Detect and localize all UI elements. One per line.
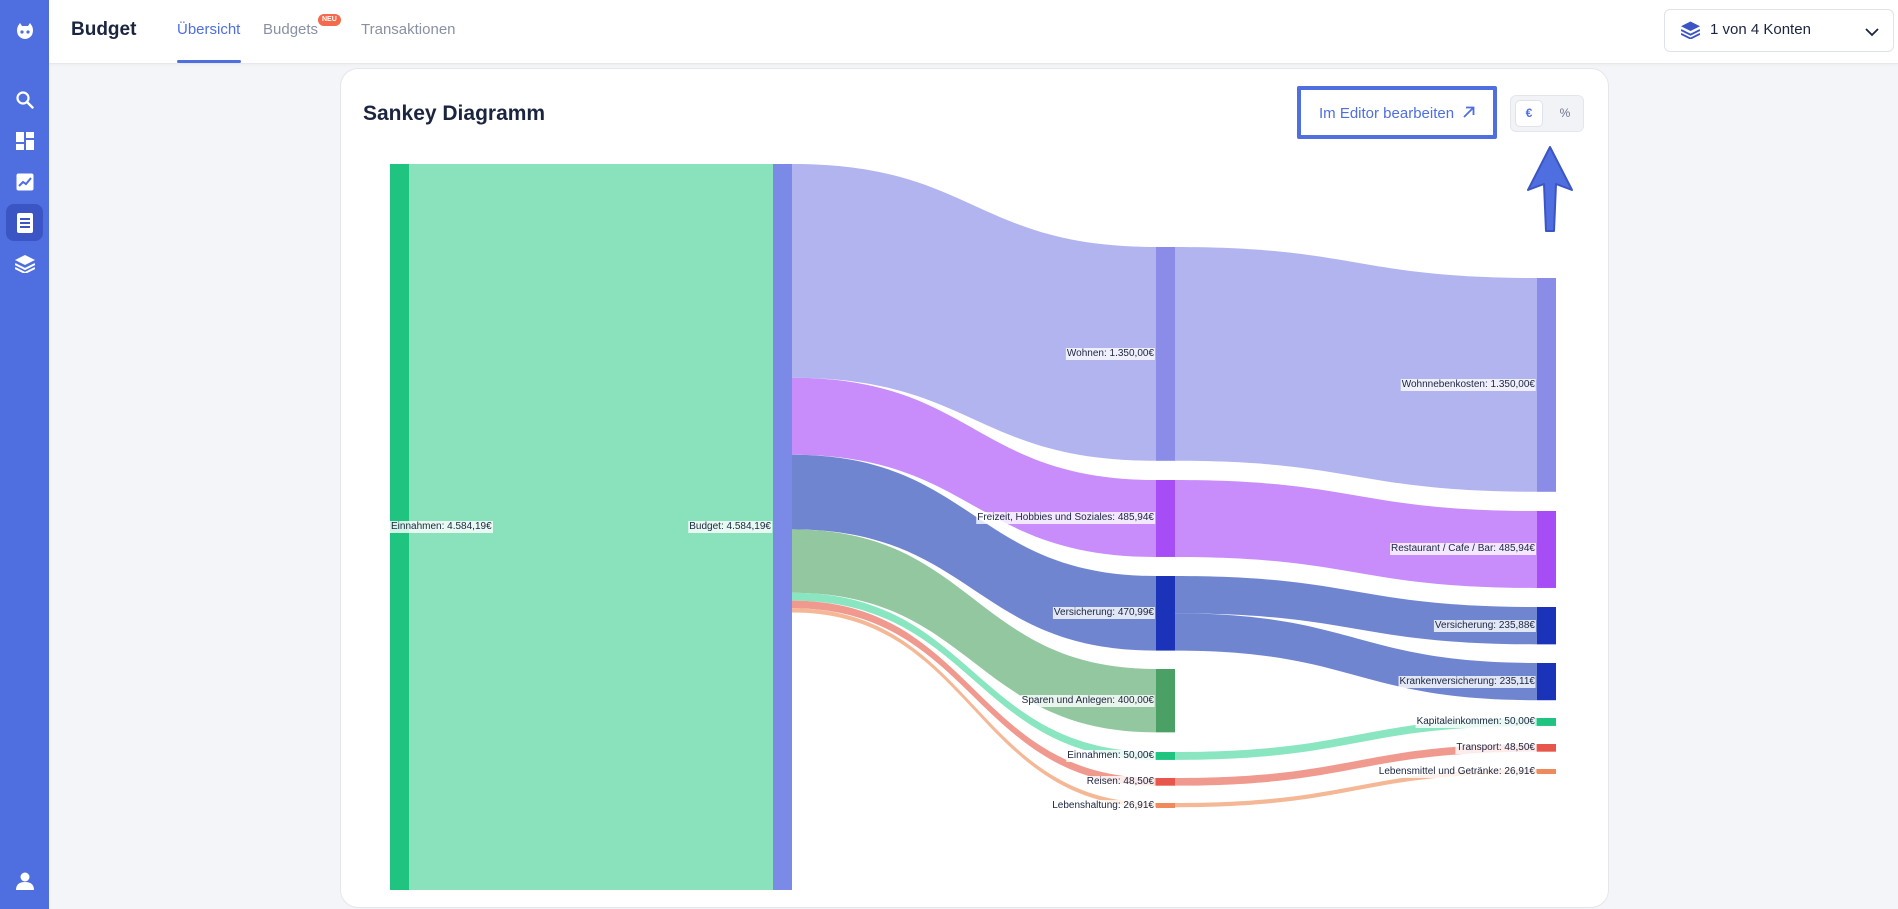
sankey-link-lebenshaltung-lebensmittel[interactable] [1175, 769, 1537, 808]
sankey-label-transport: Transport: 48,50€ [1455, 741, 1536, 754]
edit-in-editor-button[interactable]: Im Editor bearbeiten [1297, 86, 1497, 139]
active-tab-indicator [177, 60, 241, 63]
sankey-node-freizeit[interactable] [1156, 480, 1175, 557]
sankey-label-lebenshaltung: Lebenshaltung: 26,91€ [1051, 799, 1155, 812]
sankey-node-sparen[interactable] [1156, 669, 1175, 733]
sankey-label-einnahmen2: Einnahmen: 50,00€ [1066, 749, 1155, 762]
unit-toggle: € % [1510, 95, 1584, 132]
sankey-label-reisen: Reisen: 48,50€ [1085, 775, 1155, 788]
layers-icon[interactable] [6, 245, 43, 282]
sankey-label-versicherung2: Versicherung: 235,88€ [1433, 619, 1536, 632]
sankey-link-budget-einnahmen2[interactable] [792, 592, 1156, 760]
sankey-label-freizeit: Freizeit, Hobbies und Soziales: 485,94€ [976, 512, 1155, 525]
sankey-label-restaurant: Restaurant / Cafe / Bar: 485,94€ [1390, 543, 1536, 556]
tab-uebersicht[interactable]: Übersicht [177, 21, 241, 38]
sankey-label-kapitaleinkommen: Kapitaleinkommen: 50,00€ [1415, 715, 1536, 728]
tab-budgets[interactable]: Budgets [263, 21, 319, 38]
unit-euro-button[interactable]: € [1515, 100, 1543, 127]
new-badge: NEU [318, 14, 341, 26]
sankey-node-lebenshaltung[interactable] [1156, 803, 1175, 808]
sankey-link-budget-versicherung[interactable] [792, 454, 1156, 651]
sankey-label-wohnnebenkosten: Wohnnebenkosten: 1.350,00€ [1400, 378, 1536, 391]
sankey-link-einnahmen-budget[interactable] [409, 164, 773, 890]
sankey-label-sparen: Sparen und Anlegen: 400,00€ [1020, 694, 1155, 707]
top-bar: Budget Übersicht Budgets NEU Transaktion… [49, 0, 1898, 64]
sankey-link-wohnen-wohnnebenkosten[interactable] [1175, 247, 1537, 492]
external-link-icon [1463, 105, 1475, 123]
sankey-link-reisen-transport[interactable] [1175, 744, 1537, 786]
sankey-label-lebensmittel: Lebensmittel und Getränke: 26,91€ [1377, 765, 1536, 778]
chart-icon[interactable] [6, 163, 43, 200]
search-icon[interactable] [6, 81, 43, 118]
sankey-link-budget-wohnen[interactable] [792, 164, 1156, 461]
sankey-node-wohnnebenkosten[interactable] [1537, 278, 1556, 492]
sankey-label-krankenversicherung: Krankenversicherung: 235,11€ [1398, 675, 1536, 688]
sankey-link-freizeit-restaurant[interactable] [1175, 480, 1537, 588]
sankey-label-versicherung: Versicherung: 470,99€ [1052, 607, 1155, 620]
chevron-down-icon [1865, 24, 1879, 42]
user-icon[interactable] [6, 862, 43, 899]
sankey-node-transport[interactable] [1537, 744, 1556, 752]
dashboard-icon[interactable] [6, 122, 43, 159]
app-title: Budget [71, 19, 137, 40]
sankey-node-restaurant[interactable] [1537, 511, 1556, 588]
sankey-node-wohnen[interactable] [1156, 247, 1175, 461]
sankey-node-kapitaleinkommen[interactable] [1537, 718, 1556, 726]
account-selector-label: 1 von 4 Konten [1710, 21, 1811, 38]
sankey-link-budget-sparen[interactable] [792, 529, 1156, 733]
sankey-link-einnahmen2-kapitaleinkommen[interactable] [1175, 718, 1537, 760]
sankey-node-versicherung[interactable] [1156, 576, 1175, 651]
sankey-node-krankenversicherung[interactable] [1537, 663, 1556, 701]
logo-icon[interactable] [6, 12, 43, 49]
document-icon[interactable] [6, 204, 43, 241]
card-title: Sankey Diagramm [363, 102, 546, 125]
tab-transaktionen[interactable]: Transaktionen [361, 21, 456, 38]
sankey-link-budget-freizeit[interactable] [792, 377, 1156, 557]
annotation-arrow-icon [1525, 145, 1575, 238]
sankey-node-budget[interactable] [773, 164, 792, 890]
sankey-node-einnahmen2[interactable] [1156, 752, 1175, 760]
sankey-node-versicherung2[interactable] [1537, 607, 1556, 645]
sankey-label-wohnen: Wohnen: 1.350,00€ [1065, 347, 1155, 360]
account-selector[interactable]: 1 von 4 Konten [1664, 9, 1894, 52]
sankey-link-budget-lebenshaltung[interactable] [792, 608, 1156, 808]
sankey-node-lebensmittel[interactable] [1537, 769, 1556, 774]
edit-in-editor-label: Im Editor bearbeiten [1319, 105, 1455, 122]
sankey-label-einnahmen: Einnahmen: 4.584,19€ [390, 521, 493, 533]
sankey-link-budget-reisen[interactable] [792, 600, 1156, 786]
layers-icon [1680, 21, 1701, 44]
sankey-node-reisen[interactable] [1156, 778, 1175, 786]
sidebar [0, 0, 49, 909]
unit-percent-button[interactable]: % [1559, 106, 1571, 120]
sankey-label-budget: Budget: 4.584,19€ [688, 521, 772, 533]
